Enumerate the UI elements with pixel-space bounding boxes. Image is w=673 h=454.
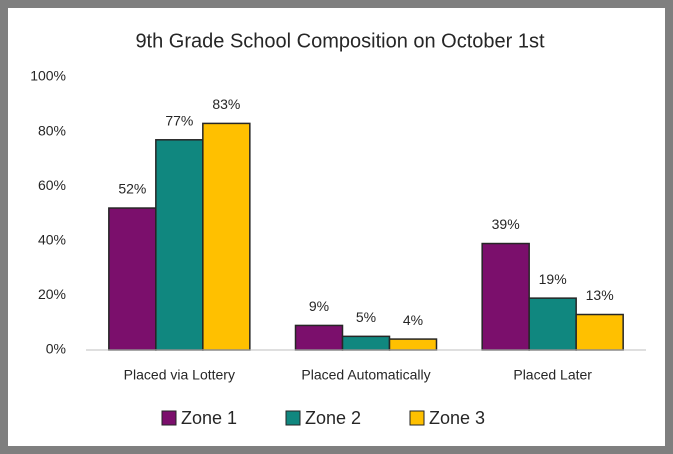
x-tick-label: Placed Automatically xyxy=(301,367,430,383)
legend-swatch xyxy=(285,410,301,426)
bar xyxy=(202,122,251,351)
bar xyxy=(528,297,577,351)
bar xyxy=(155,139,204,351)
data-label: 19% xyxy=(539,271,567,287)
bar xyxy=(341,335,391,351)
data-label: 77% xyxy=(165,112,193,128)
data-label: 52% xyxy=(118,181,146,197)
bar xyxy=(481,242,530,351)
bar xyxy=(294,324,344,351)
x-tick-label: Placed via Lottery xyxy=(124,367,235,383)
data-label: 4% xyxy=(403,312,423,328)
legend-swatch xyxy=(409,410,425,426)
data-label: 13% xyxy=(586,287,614,303)
y-tick-label: 60% xyxy=(38,177,66,193)
data-label: 39% xyxy=(492,216,520,232)
y-tick-label: 40% xyxy=(38,232,66,248)
data-label: 9% xyxy=(309,298,329,314)
y-tick-label: 100% xyxy=(30,68,66,84)
data-label: 5% xyxy=(356,309,376,325)
legend-label: Zone 3 xyxy=(429,408,485,428)
y-tick-label: 20% xyxy=(38,286,66,302)
legend-label: Zone 1 xyxy=(181,408,237,428)
bar xyxy=(108,207,157,351)
legend-label: Zone 2 xyxy=(305,408,361,428)
x-tick-label: Placed Later xyxy=(513,367,592,383)
y-tick-label: 0% xyxy=(46,341,66,357)
data-label: 83% xyxy=(212,96,240,112)
bar xyxy=(388,338,438,351)
chart-title: 9th Grade School Composition on October … xyxy=(135,30,545,52)
y-tick-label: 80% xyxy=(38,122,66,138)
legend-swatch xyxy=(161,410,177,426)
bar xyxy=(575,313,624,351)
